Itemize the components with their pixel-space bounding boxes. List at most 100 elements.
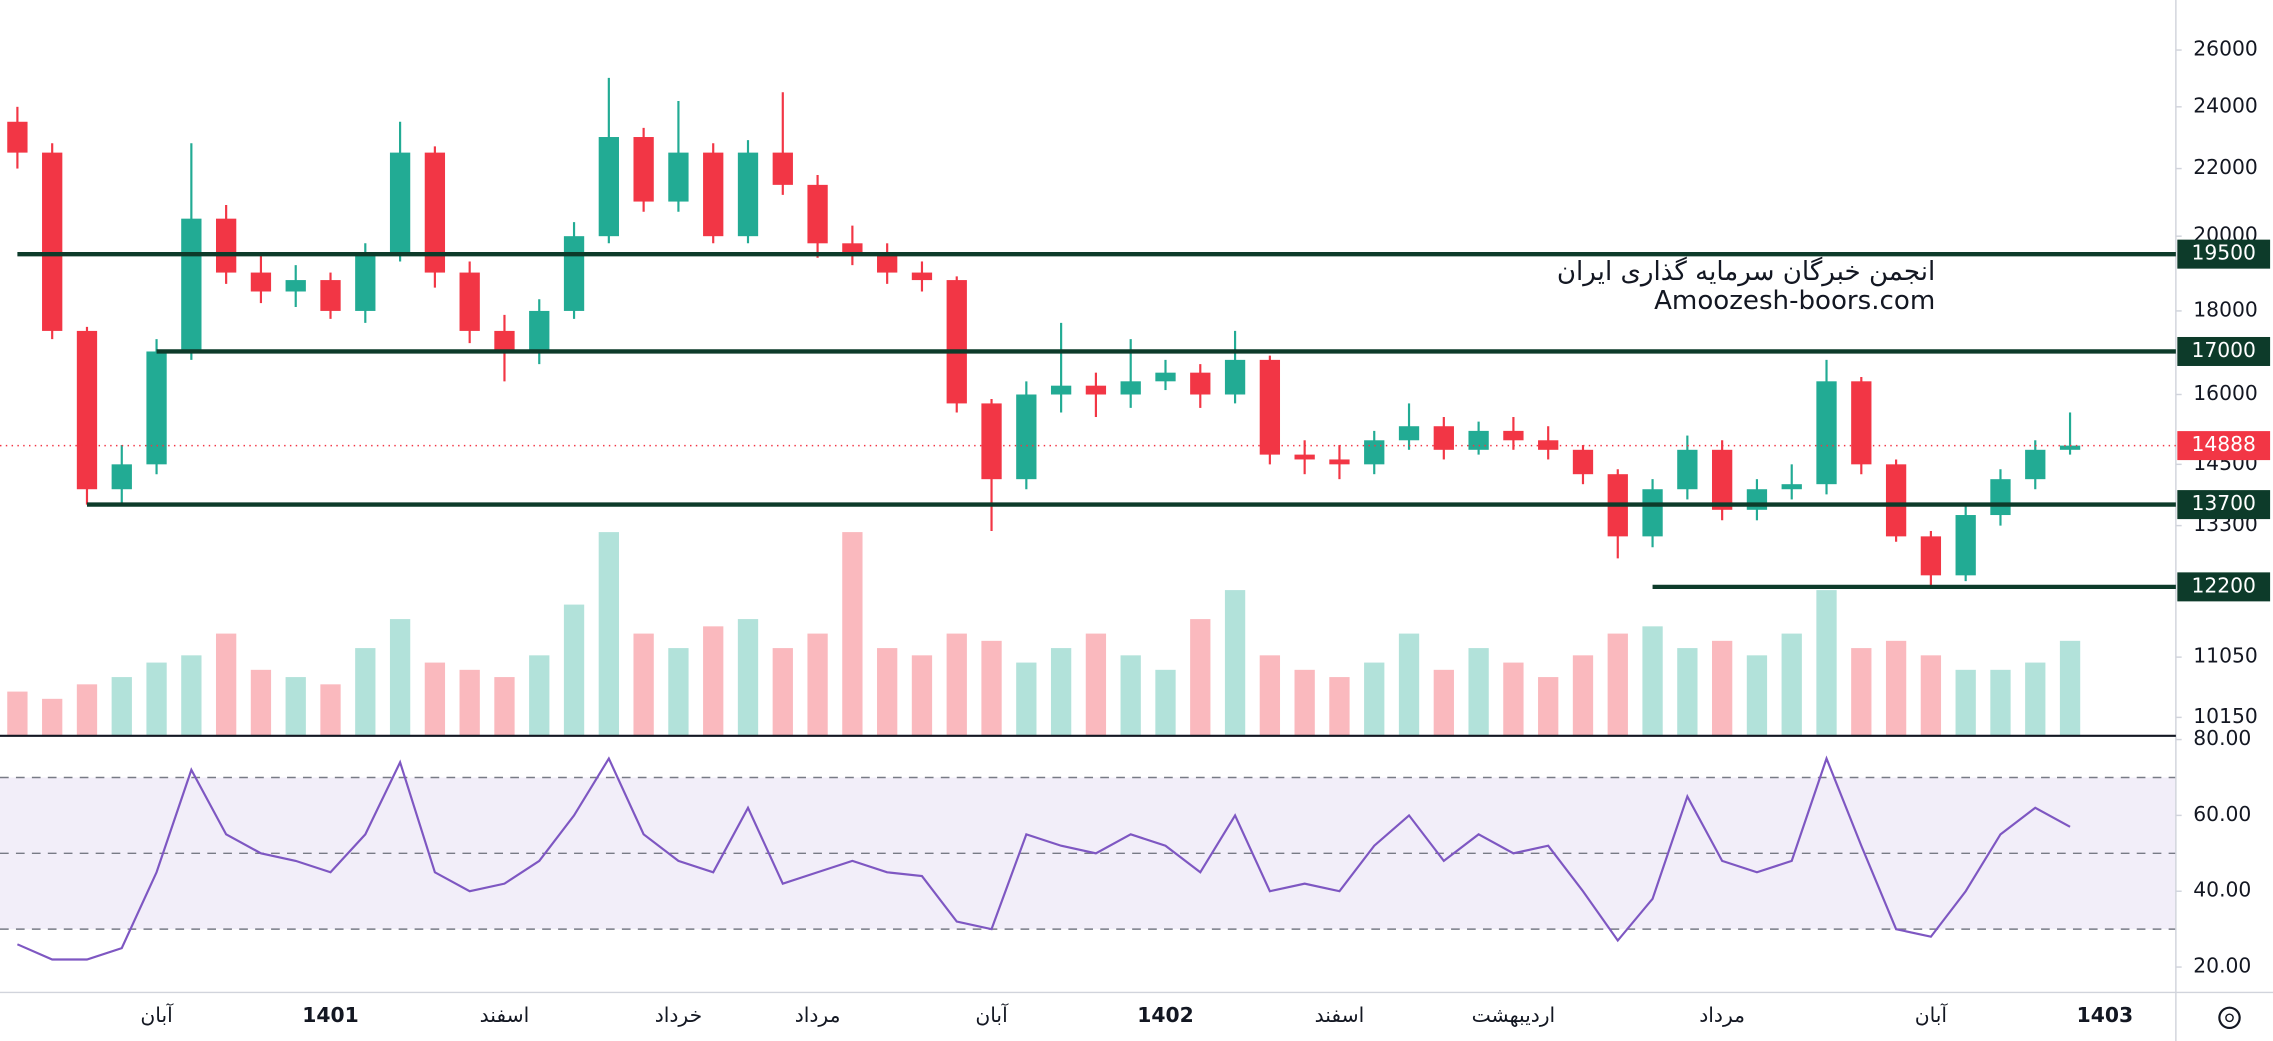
volume-bar — [146, 662, 167, 736]
candle-body — [215, 218, 237, 273]
candle-body — [737, 152, 759, 237]
settings-icon[interactable] — [2218, 1006, 2241, 1030]
volume-bar — [1120, 655, 1141, 736]
volume-bar — [807, 633, 828, 736]
volume-bar — [737, 619, 759, 736]
y-tick-label: 26000 — [2193, 37, 2258, 61]
volume-bar — [250, 669, 272, 736]
volume-bar — [1224, 590, 1246, 736]
candle-body — [42, 152, 63, 331]
settings-icon[interactable] — [2218, 1006, 2241, 1030]
level-label: 12200 — [2191, 573, 2256, 597]
candle-body — [1120, 381, 1141, 395]
volume-bar — [7, 691, 28, 736]
level-box — [2177, 336, 2271, 366]
volume-bar — [1711, 640, 1733, 736]
x-tick-label: مرداد — [1699, 1003, 1745, 1027]
candle-body — [320, 280, 341, 311]
volume-bar — [1990, 669, 2011, 736]
volume-bar — [1155, 669, 1176, 736]
candle-body — [1677, 449, 1698, 490]
volume-bar — [494, 677, 515, 736]
last-price-label: 14888 — [2191, 432, 2256, 456]
watermark: Amoozesh-boors.com — [1654, 286, 1935, 316]
candle-body — [2059, 445, 2081, 450]
volume-bar — [946, 633, 967, 736]
candle-body — [355, 254, 376, 311]
candle-body — [1642, 489, 1663, 537]
y-tick-label: 20.00 — [2193, 954, 2251, 978]
volume-bar — [389, 619, 411, 736]
candle-body — [911, 272, 933, 281]
y-tick-label: 18000 — [2193, 297, 2258, 321]
candle-body — [1224, 359, 1246, 395]
x-tick-label: اردیبهشت — [1472, 1003, 1556, 1027]
candle-body — [7, 121, 28, 153]
x-tick-label: 1403 — [2077, 1003, 2133, 1027]
candle-body — [389, 152, 411, 255]
x-tick-label: اسفند — [1315, 1003, 1365, 1027]
volume-bar — [355, 648, 376, 736]
volume-bar — [529, 655, 550, 736]
candle-body — [772, 152, 793, 185]
volume-bar — [285, 677, 306, 736]
candle-body — [459, 272, 480, 331]
candle-body — [1816, 381, 1837, 485]
volume-bar — [215, 633, 237, 736]
y-tick-label: 24000 — [2193, 93, 2258, 117]
volume-bar — [703, 626, 724, 736]
candle-body — [529, 310, 550, 352]
x-tick-label: 1402 — [1137, 1003, 1193, 1027]
candle-body — [1329, 459, 1350, 465]
settings-icon[interactable] — [2225, 1013, 2234, 1023]
y-tick-label: 60.00 — [2193, 802, 2251, 826]
volume-bar — [1294, 669, 1315, 736]
candle-body — [1885, 464, 1907, 537]
volume-bar — [1781, 633, 1802, 736]
volume-bar — [181, 655, 202, 736]
volume-bar — [563, 604, 585, 736]
candle-body — [981, 403, 1002, 480]
plot — [0, 77, 2176, 961]
volume-bar — [1329, 677, 1350, 736]
volume-bar — [1885, 640, 1907, 736]
volume-bar — [1642, 626, 1663, 736]
level-box — [2177, 239, 2271, 269]
volume-bar — [1190, 619, 1211, 736]
candle-body — [1781, 484, 1802, 490]
x-tick-label: 1401 — [302, 1003, 358, 1027]
rsi-line — [16, 755, 2071, 961]
volume-bar — [1433, 669, 1454, 736]
last-price-box — [2177, 431, 2271, 461]
x-tick-label: آبان — [140, 1002, 174, 1027]
candle-body — [633, 137, 654, 202]
candle-body — [1050, 385, 1072, 395]
volume-bar — [911, 655, 933, 736]
volume-bar — [111, 677, 132, 736]
candle-body — [842, 243, 863, 255]
candle-body — [111, 464, 132, 490]
volume-bar — [1572, 655, 1594, 736]
volume-bar — [424, 662, 446, 736]
level-box — [2177, 490, 2271, 520]
candle-body — [1920, 536, 1942, 576]
x-tick-label: خرداد — [655, 1003, 702, 1027]
volume-bar — [76, 684, 98, 736]
candle-body — [1851, 381, 1872, 465]
volume-bar — [1468, 648, 1489, 736]
candle-body — [1190, 372, 1211, 395]
candle-body — [2025, 449, 2046, 480]
candle-body — [424, 152, 446, 273]
candle-body — [1085, 385, 1107, 395]
candle-body — [1572, 449, 1594, 475]
candle-body — [1155, 372, 1176, 382]
x-tick-label: مرداد — [795, 1003, 841, 1027]
candle-body — [181, 218, 202, 352]
volume-bar — [1851, 648, 1872, 736]
level-box — [2177, 572, 2271, 602]
x-tick-label: اسفند — [480, 1003, 530, 1027]
volume-bar — [772, 648, 793, 736]
candle-body — [807, 184, 828, 244]
candle-body — [250, 272, 272, 292]
